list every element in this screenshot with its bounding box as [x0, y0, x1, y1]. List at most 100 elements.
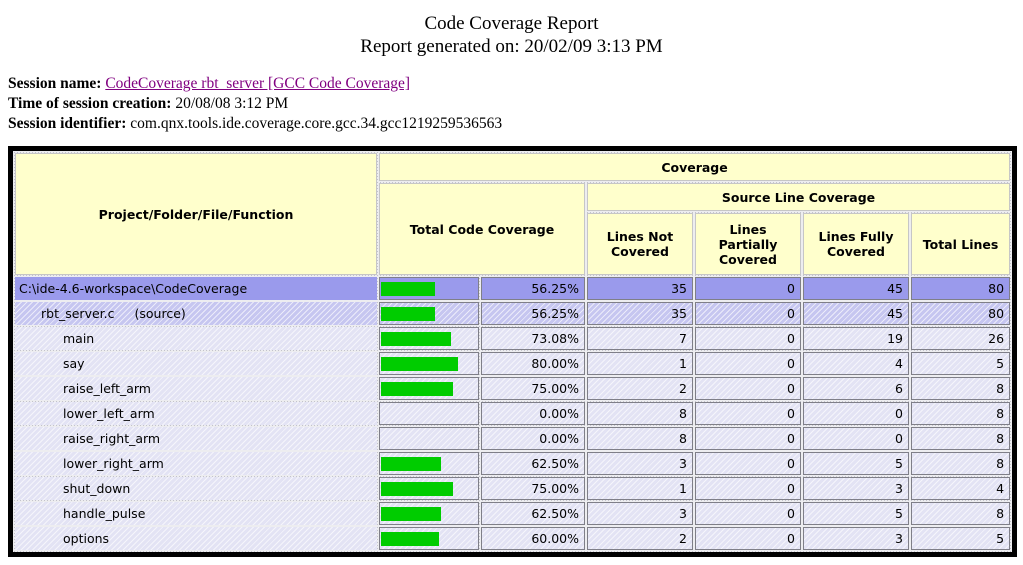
total-lines: 8 — [911, 452, 1011, 475]
generated-on-line: Report generated on: 20/02/09 3:13 PM — [8, 35, 1015, 58]
table-row-function: say 80.00% 1 0 4 5 — [15, 352, 1011, 375]
row-name: say — [15, 352, 377, 375]
page-title: Code Coverage Report — [424, 13, 599, 34]
coverage-bar — [381, 281, 435, 296]
session-info: Session name: CodeCoverage rbt_server [G… — [8, 74, 1015, 134]
lines-partially-covered: 0 — [695, 352, 801, 375]
lines-fully-covered: 45 — [803, 302, 909, 325]
row-name: raise_right_arm — [15, 427, 377, 450]
lines-fully-covered: 0 — [803, 402, 909, 425]
coverage-bar — [381, 356, 458, 371]
total-lines: 80 — [911, 277, 1011, 300]
lines-not-covered: 35 — [587, 302, 693, 325]
header-source-line-coverage: Source Line Coverage — [587, 183, 1011, 211]
coverage-percent: 62.50% — [481, 452, 585, 475]
lines-not-covered: 3 — [587, 502, 693, 525]
total-lines: 8 — [911, 502, 1011, 525]
coverage-bar-cell — [379, 277, 479, 300]
total-lines: 5 — [911, 352, 1011, 375]
lines-fully-covered: 3 — [803, 477, 909, 500]
lines-not-covered: 1 — [587, 352, 693, 375]
session-name-link[interactable]: CodeCoverage rbt_server [GCC Code Covera… — [105, 75, 411, 92]
coverage-bar-cell — [379, 452, 479, 475]
row-name: raise_left_arm — [15, 377, 377, 400]
header-lines-not-covered: Lines Not Covered — [587, 213, 693, 275]
coverage-bar — [381, 506, 441, 521]
header-coverage: Coverage — [379, 153, 1011, 181]
lines-not-covered: 2 — [587, 527, 693, 550]
lines-fully-covered: 19 — [803, 327, 909, 350]
generated-on-label: Report generated on: — [360, 36, 520, 57]
coverage-bar — [381, 331, 452, 346]
session-identifier-line: Session identifier: com.qnx.tools.ide.co… — [8, 114, 1015, 134]
lines-fully-covered: 5 — [803, 502, 909, 525]
table-row-function: main 73.08% 7 0 19 26 — [15, 327, 1011, 350]
lines-not-covered: 3 — [587, 452, 693, 475]
lines-partially-covered: 0 — [695, 477, 801, 500]
header-lines-partially-covered: Lines Partially Covered — [695, 213, 801, 275]
lines-partially-covered: 0 — [695, 302, 801, 325]
session-identifier-value: com.qnx.tools.ide.coverage.core.gcc.34.g… — [130, 115, 503, 132]
coverage-percent: 56.25% — [481, 302, 585, 325]
header-lines-fully-covered: Lines Fully Covered — [803, 213, 909, 275]
lines-fully-covered: 5 — [803, 452, 909, 475]
table-row-function: raise_left_arm 75.00% 2 0 6 8 — [15, 377, 1011, 400]
header-total-lines: Total Lines — [911, 213, 1011, 275]
session-identifier-label: Session identifier: — [8, 115, 127, 132]
total-lines: 8 — [911, 427, 1011, 450]
table-row-function: handle_pulse 62.50% 3 0 5 8 — [15, 502, 1011, 525]
coverage-percent: 0.00% — [481, 427, 585, 450]
coverage-percent: 60.00% — [481, 527, 585, 550]
row-name: shut_down — [15, 477, 377, 500]
lines-partially-covered: 0 — [695, 377, 801, 400]
lines-not-covered: 8 — [587, 402, 693, 425]
lines-fully-covered: 3 — [803, 527, 909, 550]
lines-not-covered: 35 — [587, 277, 693, 300]
total-lines: 8 — [911, 402, 1011, 425]
session-creation-line: Time of session creation: 20/08/08 3:12 … — [8, 94, 1015, 114]
table-row-function: raise_right_arm 0.00% 8 0 0 8 — [15, 427, 1011, 450]
total-lines: 26 — [911, 327, 1011, 350]
header-total-code-coverage: Total Code Coverage — [379, 183, 585, 275]
total-lines: 4 — [911, 477, 1011, 500]
lines-not-covered: 7 — [587, 327, 693, 350]
row-name: C:\ide-4.6-workspace\CodeCoverage — [15, 277, 377, 300]
coverage-bar-cell — [379, 427, 479, 450]
coverage-bar-cell — [379, 327, 479, 350]
total-lines: 5 — [911, 527, 1011, 550]
coverage-bar-cell — [379, 377, 479, 400]
table-row-project: C:\ide-4.6-workspace\CodeCoverage 56.25%… — [15, 277, 1011, 300]
row-name: lower_right_arm — [15, 452, 377, 475]
coverage-percent: 75.00% — [481, 377, 585, 400]
coverage-bar-cell — [379, 402, 479, 425]
table-row-function: shut_down 75.00% 1 0 3 4 — [15, 477, 1011, 500]
lines-partially-covered: 0 — [695, 452, 801, 475]
coverage-bar-cell — [379, 477, 479, 500]
coverage-bar-cell — [379, 502, 479, 525]
session-creation-label: Time of session creation: — [8, 95, 172, 112]
coverage-bar — [381, 381, 453, 396]
table-row-file: rbt_server.c (source) 56.25% 35 0 45 80 — [15, 302, 1011, 325]
session-creation-value: 20/08/08 3:12 PM — [175, 95, 289, 112]
lines-not-covered: 2 — [587, 377, 693, 400]
lines-partially-covered: 0 — [695, 502, 801, 525]
coverage-percent: 62.50% — [481, 502, 585, 525]
lines-partially-covered: 0 — [695, 402, 801, 425]
total-lines: 8 — [911, 377, 1011, 400]
generated-on-value: 20/02/09 3:13 PM — [524, 36, 663, 57]
lines-fully-covered: 45 — [803, 277, 909, 300]
lines-partially-covered: 0 — [695, 327, 801, 350]
row-name: rbt_server.c (source) — [15, 302, 377, 325]
coverage-percent: 80.00% — [481, 352, 585, 375]
row-name: options — [15, 527, 377, 550]
table-row-function: lower_right_arm 62.50% 3 0 5 8 — [15, 452, 1011, 475]
coverage-percent: 73.08% — [481, 327, 585, 350]
coverage-table: Project/Folder/File/Function Coverage To… — [8, 146, 1018, 557]
coverage-bar-cell — [379, 527, 479, 550]
lines-partially-covered: 0 — [695, 277, 801, 300]
lines-fully-covered: 4 — [803, 352, 909, 375]
lines-fully-covered: 6 — [803, 377, 909, 400]
coverage-bar — [381, 531, 439, 546]
coverage-bar — [381, 306, 435, 321]
